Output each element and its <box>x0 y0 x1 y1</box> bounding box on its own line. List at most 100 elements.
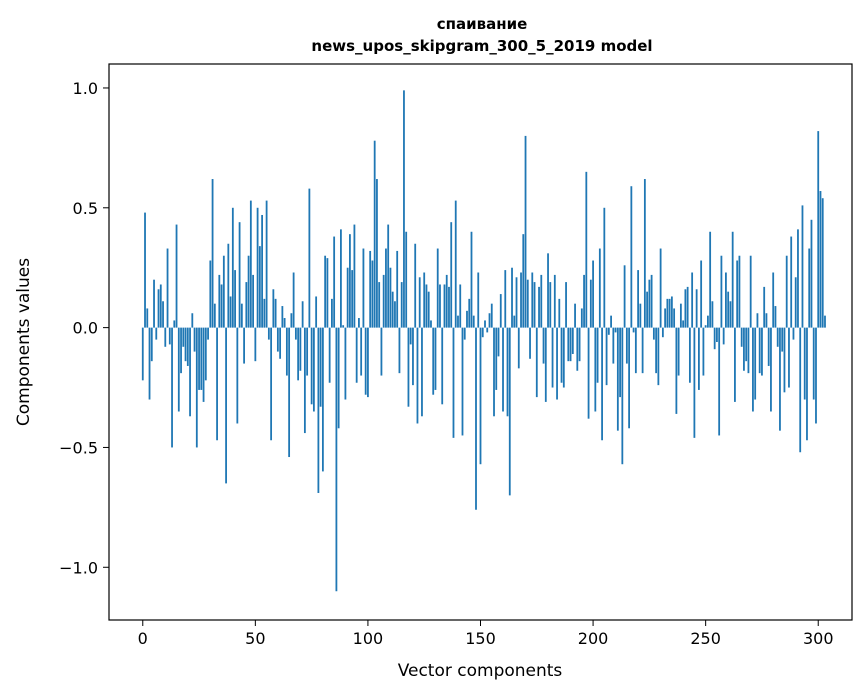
bar-214 <box>623 265 626 328</box>
bar-201 <box>594 327 597 412</box>
bar-70 <box>299 327 302 371</box>
y-tick-label: −1.0 <box>59 558 98 577</box>
bar-260 <box>727 291 730 328</box>
bar-43 <box>238 222 241 328</box>
bar-151 <box>481 327 484 338</box>
bar-177 <box>540 274 543 328</box>
bar-280 <box>772 272 775 328</box>
bar-122 <box>416 327 419 424</box>
bar-69 <box>297 327 300 381</box>
bar-183 <box>553 274 556 328</box>
bar-189 <box>567 327 570 362</box>
bar-167 <box>517 327 520 369</box>
bar-285 <box>783 327 786 393</box>
bar-142 <box>461 327 464 436</box>
bar-197 <box>585 171 588 328</box>
bar-42 <box>236 327 239 424</box>
bar-194 <box>578 327 581 362</box>
bar-19 <box>184 327 187 362</box>
bar-163 <box>508 327 511 496</box>
bar-193 <box>576 327 579 371</box>
bar-21 <box>189 327 191 417</box>
bar-64 <box>285 327 288 376</box>
bar-62 <box>281 306 284 328</box>
bar-240 <box>682 320 685 328</box>
bar-297 <box>810 219 813 328</box>
bar-7 <box>157 289 160 328</box>
bar-59 <box>274 298 277 328</box>
bar-186 <box>560 327 563 383</box>
bar-39 <box>229 296 232 328</box>
bar-282 <box>776 327 779 347</box>
bar-125 <box>423 272 426 328</box>
bar-164 <box>511 267 513 328</box>
bar-243 <box>688 327 691 383</box>
bar-83 <box>328 327 331 383</box>
bar-208 <box>610 315 612 328</box>
bar-60 <box>276 327 279 352</box>
bar-272 <box>754 327 757 400</box>
bar-99 <box>364 327 367 395</box>
bar-5 <box>153 279 155 328</box>
x-tick-label: 200 <box>578 629 609 648</box>
bar-207 <box>607 327 610 335</box>
plot-frame <box>108 63 853 621</box>
bar-281 <box>774 306 777 328</box>
bar-26 <box>200 327 203 390</box>
bar-220 <box>637 270 640 328</box>
bar-227 <box>652 327 655 340</box>
bar-245 <box>693 327 696 438</box>
bar-88 <box>340 229 342 328</box>
bar-241 <box>684 289 687 328</box>
bar-283 <box>779 327 781 431</box>
bar-217 <box>630 186 633 328</box>
bar-105 <box>378 282 381 328</box>
bar-129 <box>432 327 435 395</box>
bar-289 <box>792 327 795 340</box>
bar-156 <box>493 327 495 417</box>
bar-234 <box>668 298 671 328</box>
bar-76 <box>312 327 315 412</box>
bar-37 <box>225 327 227 484</box>
bar-196 <box>583 274 585 328</box>
bar-74 <box>308 188 311 328</box>
bar-175 <box>535 327 538 398</box>
bar-119 <box>409 327 412 345</box>
bar-191 <box>571 327 574 354</box>
bar-277 <box>765 313 768 328</box>
x-axis-label: Vector components <box>398 661 563 681</box>
bar-143 <box>463 327 466 340</box>
bar-103 <box>373 140 376 328</box>
bar-35 <box>220 284 223 328</box>
bar-146 <box>470 231 473 328</box>
bar-263 <box>734 327 736 402</box>
bar-87 <box>337 327 340 429</box>
bar-212 <box>619 327 621 398</box>
bar-248 <box>700 260 703 328</box>
bar-295 <box>806 327 808 441</box>
bar-111 <box>391 291 394 328</box>
x-tick-label: 250 <box>690 629 721 648</box>
bar-237 <box>675 327 678 414</box>
bar-170 <box>524 135 527 328</box>
bar-130 <box>434 327 437 390</box>
bar-184 <box>556 327 558 400</box>
bar-270 <box>749 255 752 328</box>
bar-171 <box>526 279 529 328</box>
bar-80 <box>321 327 324 472</box>
bar-257 <box>720 255 723 328</box>
bar-120 <box>412 327 414 386</box>
bar-13 <box>171 327 173 448</box>
bar-165 <box>513 315 516 328</box>
bar-205 <box>603 207 606 328</box>
bar-253 <box>711 301 714 328</box>
bar-67 <box>292 272 295 328</box>
bar-219 <box>634 327 637 374</box>
bar-211 <box>616 327 619 431</box>
bar-137 <box>450 222 453 328</box>
x-axis-ticks: 0 50 100 150 200 250 300 <box>138 620 834 648</box>
bar-224 <box>646 291 649 328</box>
chart-title-line-1: спаивание <box>437 15 528 33</box>
bar-116 <box>403 90 405 328</box>
bar-242 <box>686 286 689 328</box>
